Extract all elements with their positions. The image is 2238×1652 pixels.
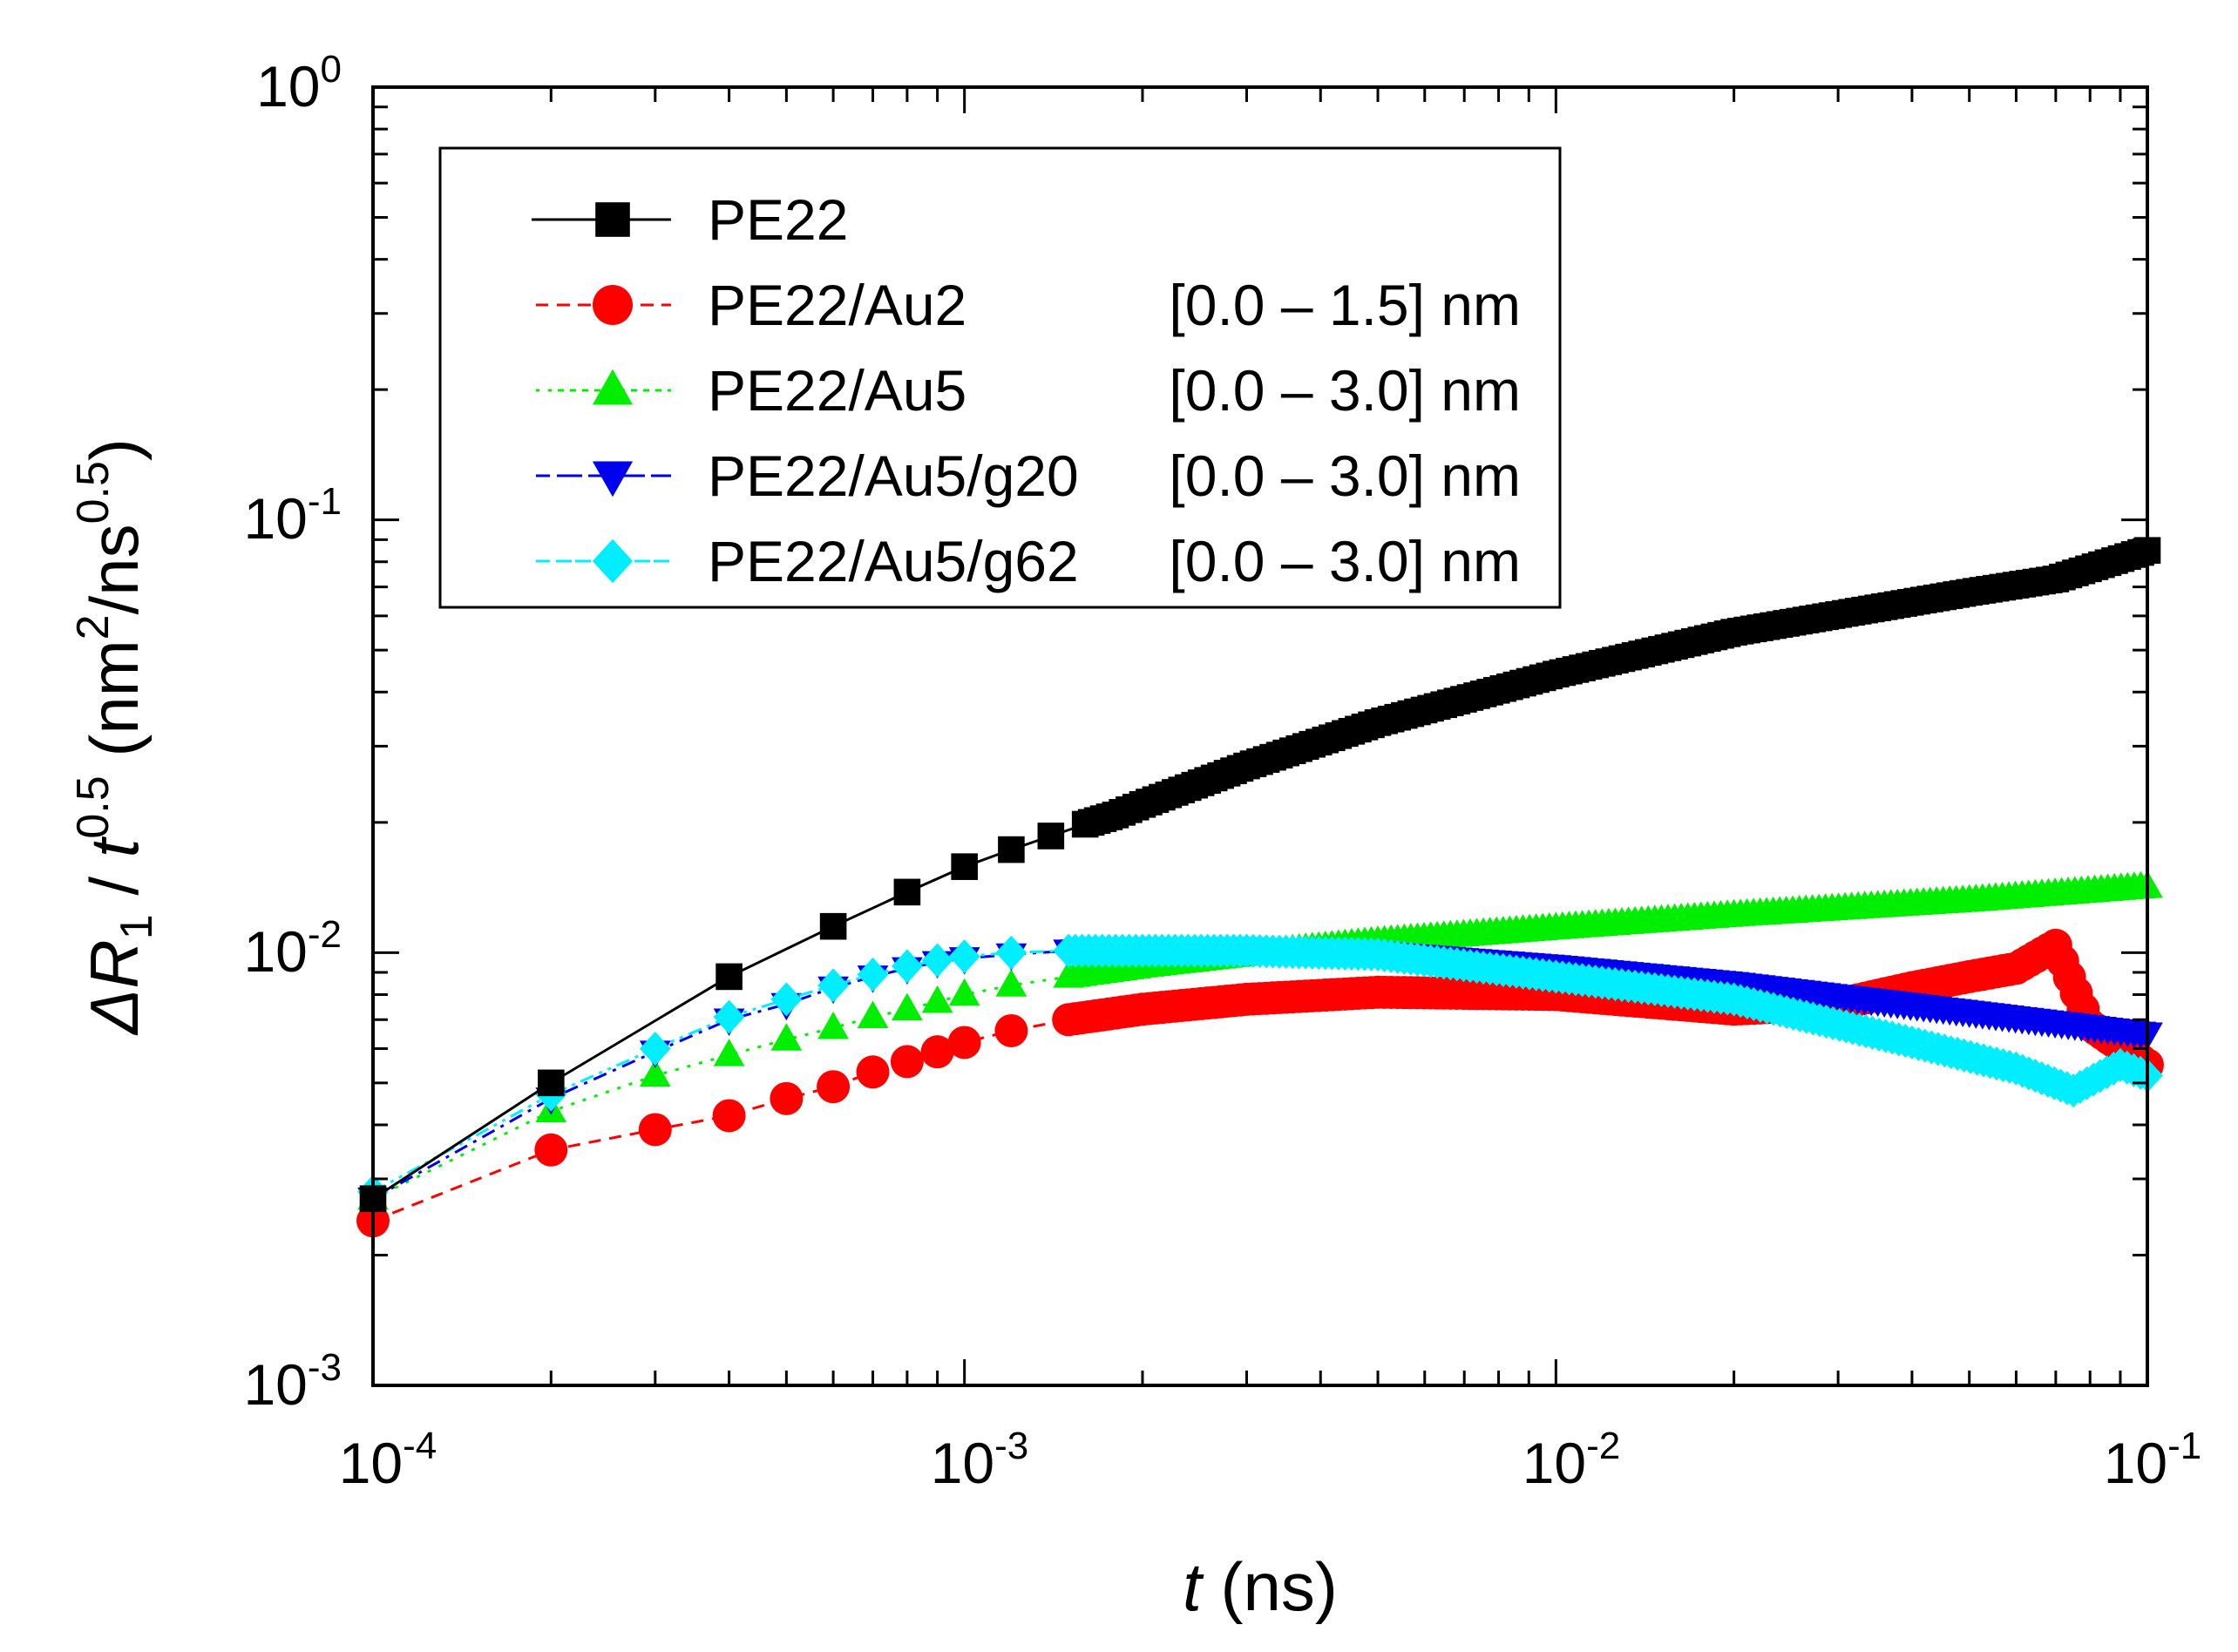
- series-pe22-au5-g62: [357, 933, 2163, 1209]
- legend-range: [0.0 – 3.0] nm: [1169, 443, 1521, 508]
- y-tick-label-1: 10-3: [243, 1346, 342, 1417]
- data-point: [890, 1045, 924, 1079]
- legend-range: [0.0 – 3.0] nm: [1169, 529, 1521, 593]
- legend-range: [0.0 – 3.0] nm: [1169, 358, 1521, 423]
- y-axis-title: ΔR1 / t0.5 (nm2/ns0.5): [68, 438, 162, 1036]
- data-point: [712, 1099, 746, 1133]
- legend-marker: [592, 369, 634, 405]
- data-point: [713, 1039, 745, 1066]
- data-point: [770, 1081, 804, 1115]
- data-point: [948, 978, 980, 1006]
- data-point: [639, 1031, 671, 1066]
- data-point: [819, 912, 847, 940]
- data-point: [817, 1012, 849, 1039]
- data-point: [892, 992, 923, 1021]
- data-point: [857, 957, 889, 992]
- data-point: [995, 935, 1027, 970]
- legend: PE22 PE22/Au2 [0.0 – 1.5] nm PE22/Au5 [0.0 –…: [438, 146, 1562, 609]
- series-pe22: [359, 537, 2161, 1213]
- data-point: [892, 949, 923, 984]
- data-point: [1037, 823, 1065, 850]
- data-point: [537, 1069, 565, 1097]
- data-point: [715, 963, 743, 991]
- data-point: [893, 878, 921, 906]
- data-point: [998, 836, 1025, 863]
- legend-label: PE22/Au2: [708, 273, 966, 337]
- legend-entry: PE22/Au2 [0.0 – 1.5] nm: [536, 273, 1521, 337]
- legend-entry: PE22/Au5/g20 [0.0 – 3.0] nm: [536, 443, 1521, 508]
- legend-entry: PE22/Au5/g62 [0.0 – 3.0] nm: [536, 529, 1521, 593]
- y-tick-label-2: 10-2: [243, 913, 342, 984]
- data-point: [948, 939, 980, 974]
- legend-label: PE22/Au5/g62: [708, 529, 1079, 593]
- data-point: [947, 1026, 981, 1060]
- legend-marker: [595, 202, 630, 237]
- axes-frame: [371, 85, 2149, 1387]
- series-pe22-au2: [356, 928, 2164, 1238]
- data-point: [770, 1023, 803, 1051]
- legend-marker: [592, 461, 634, 498]
- legend-range: [0.0 – 1.5] nm: [1169, 273, 1521, 337]
- legend-marker: [592, 538, 634, 584]
- data-point: [856, 1055, 890, 1089]
- x-axis-title: t (ns): [1183, 1548, 1338, 1625]
- y-tick-label-3: 10-1: [243, 480, 342, 551]
- x-tick-label-4: 10-1: [2104, 1425, 2202, 1495]
- data-point: [951, 853, 978, 880]
- data-point: [995, 969, 1027, 997]
- data-point: [994, 1013, 1028, 1047]
- legend-entry: PE22: [532, 187, 848, 252]
- data-point: [770, 982, 803, 1017]
- data-point: [817, 968, 849, 1003]
- legend-entry: PE22/Au5 [0.0 – 3.0] nm: [536, 358, 1521, 423]
- x-tick-label-3: 10-2: [1523, 1425, 1621, 1495]
- legend-label: PE22: [708, 187, 848, 252]
- axis-ticks: [371, 85, 2149, 1387]
- data-point: [817, 1070, 851, 1104]
- x-tick-label-1: 10-4: [339, 1425, 437, 1495]
- legend-marker: [593, 285, 633, 325]
- data-point: [857, 1000, 889, 1028]
- data-point: [713, 999, 745, 1034]
- data-layer: [356, 537, 2164, 1238]
- legend-label: PE22/Au5/g20: [708, 443, 1079, 508]
- data-point: [639, 1059, 671, 1087]
- legend-label: PE22/Au5: [708, 358, 966, 423]
- data-point: [638, 1113, 672, 1147]
- plot-border: [371, 85, 2149, 1387]
- data-point: [921, 943, 953, 978]
- y-tick-label-4: 100: [256, 48, 342, 118]
- data-point: [920, 1035, 954, 1069]
- series-line: [372, 549, 2148, 1201]
- data-point: [921, 985, 953, 1013]
- x-tick-label-2: 10-3: [931, 1425, 1029, 1495]
- data-point: [534, 1133, 568, 1167]
